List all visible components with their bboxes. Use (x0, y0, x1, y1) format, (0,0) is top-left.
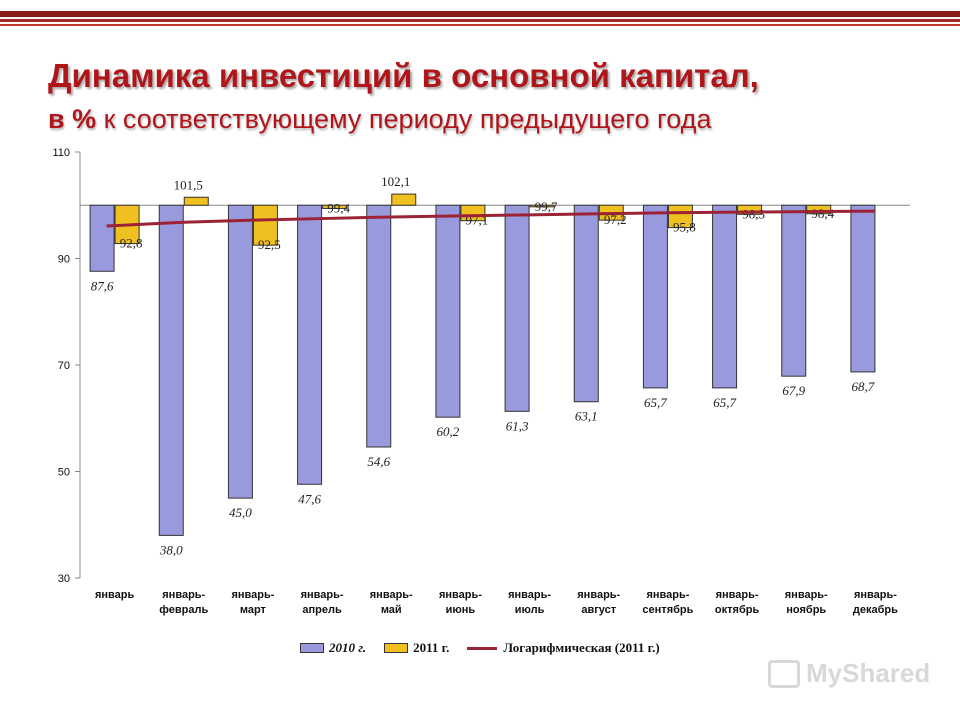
category-label: январь- (370, 589, 413, 601)
category-label: январь- (231, 589, 274, 601)
category-label: июнь (446, 604, 476, 616)
bar-2010 (642, 204, 668, 389)
category-label: декабрь (853, 604, 898, 616)
bar-2010 (89, 204, 115, 272)
bar-2010 (366, 204, 392, 448)
category-label: январь- (162, 589, 205, 601)
data-label-2011: 98,3 (742, 206, 765, 221)
legend-item-trend: Логарифмическая (2011 г.) (467, 640, 660, 656)
category-label: август (581, 604, 616, 616)
category-label: сентябрь (642, 604, 693, 616)
data-label-2010: 65,7 (644, 395, 667, 410)
bar-2010 (227, 204, 253, 499)
data-label-2011: 92,8 (120, 236, 143, 251)
bar-2011 (806, 204, 832, 215)
category-label: январь (95, 589, 135, 601)
trendline (106, 209, 876, 228)
legend-item-2011: 2011 г. (384, 640, 449, 656)
data-label-2011: 97,2 (604, 212, 627, 227)
top-decorative-band (0, 0, 960, 30)
category-label: ноябрь (786, 604, 826, 616)
bar-2010 (297, 204, 323, 485)
page-subtitle: в % к соответствующему периоду предыдуще… (48, 104, 711, 135)
bar-2011 (737, 204, 763, 215)
watermark: MyShared (768, 658, 930, 689)
category-label: октябрь (715, 604, 760, 616)
data-label-2011: 102,1 (381, 174, 410, 189)
data-label-2010: 54,6 (367, 454, 390, 469)
category-label: январь- (854, 589, 897, 601)
data-label-2010: 67,9 (782, 383, 805, 398)
data-label-2010: 47,6 (298, 491, 321, 506)
category-label: январь- (577, 589, 620, 601)
category-label: май (381, 604, 402, 616)
y-tick-label: 30 (58, 573, 70, 585)
subtitle-text: к соответствующему периоду предыдущего г… (96, 104, 712, 134)
bar-2010 (158, 204, 184, 536)
category-label: январь- (785, 589, 828, 601)
bar-2010 (573, 204, 599, 403)
bar-2011 (183, 196, 209, 206)
bar-2010 (504, 204, 530, 412)
legend-label-2011: 2011 г. (413, 640, 450, 655)
y-tick-label: 90 (58, 254, 70, 266)
data-label-2010: 68,7 (852, 379, 875, 394)
legend-label-trend: Логарифмическая (2011 г.) (503, 640, 660, 655)
bar-2011 (391, 193, 417, 206)
bar-2011 (322, 204, 348, 209)
legend-item-2010: 2010 г. (300, 640, 366, 656)
bar-2010 (435, 204, 461, 418)
y-tick-label: 110 (52, 147, 70, 159)
data-label-2010: 61,3 (506, 418, 529, 433)
bar-2011 (667, 204, 693, 229)
category-label: апрель (302, 604, 342, 616)
data-label-2011: 99,7 (535, 199, 558, 214)
chart-legend: 2010 г. 2011 г. Логарифмическая (2011 г.… (300, 640, 678, 656)
legend-swatch-2011 (384, 643, 409, 653)
data-label-2011: 92,5 (258, 237, 281, 252)
data-label-2010: 65,7 (713, 395, 736, 410)
category-label: март (240, 604, 267, 616)
subtitle-percent: в % (48, 104, 97, 134)
category-label: январь- (301, 589, 344, 601)
category-label: январь- (646, 589, 689, 601)
category-label: февраль (159, 604, 208, 616)
legend-label-2010: 2010 г. (329, 640, 367, 655)
data-label-2011: 98,4 (811, 206, 834, 221)
data-label-2011: 101,5 (174, 177, 203, 192)
y-tick-label: 70 (58, 360, 70, 372)
bar-2010 (712, 204, 738, 389)
data-label-2010: 38,0 (159, 542, 183, 557)
watermark-icon (768, 659, 800, 688)
y-tick-label: 50 (58, 467, 70, 479)
bar-2011 (252, 204, 278, 246)
category-label: январь- (508, 589, 551, 601)
data-label-2011: 95,8 (673, 220, 696, 235)
data-label-2010: 87,6 (91, 278, 114, 293)
bar-2010 (781, 204, 807, 377)
bar-2011 (529, 204, 555, 208)
legend-swatch-trend (467, 646, 498, 650)
category-label: январь- (439, 589, 482, 601)
page-title: Динамика инвестиций в основной капитал, (48, 57, 759, 94)
data-label-2010: 63,1 (575, 409, 598, 424)
bar-2010 (850, 204, 876, 373)
category-label: январь- (716, 589, 759, 601)
data-label-2010: 45,0 (229, 505, 252, 520)
data-label-2011: 99,4 (327, 200, 350, 215)
legend-swatch-2010 (300, 643, 324, 653)
category-label: июль (515, 604, 545, 616)
watermark-text: MyShared (806, 658, 931, 688)
data-label-2010: 60,2 (437, 424, 460, 439)
